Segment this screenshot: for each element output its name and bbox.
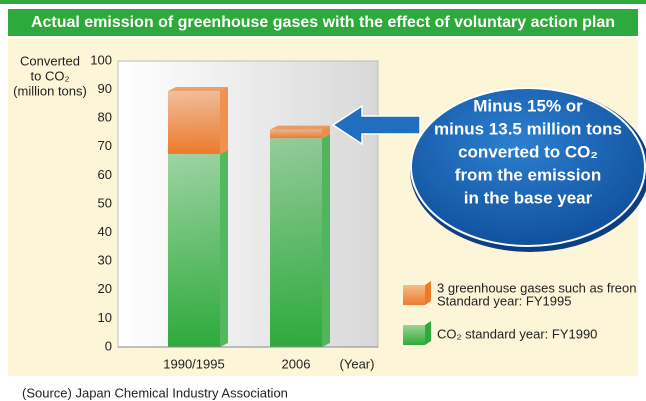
- legend-swatch: [403, 325, 425, 345]
- legend-label: 3 greenhouse gases such as freon: [437, 280, 636, 295]
- annotation: in the base year: [464, 188, 593, 207]
- y-tick-label: 70: [98, 138, 112, 153]
- legend-swatch: [403, 285, 425, 305]
- y-tick-label: 30: [98, 253, 112, 268]
- annotation: converted to CO₂: [458, 142, 598, 161]
- x-axis-label: (Year): [340, 356, 375, 371]
- bar-side: [322, 125, 330, 139]
- chart-title: Actual emission of greenhouse gases with…: [31, 14, 615, 31]
- bar-side: [322, 134, 330, 347]
- y-tick-label: 50: [98, 195, 112, 210]
- y-tick-label: 0: [105, 338, 112, 353]
- callout-arrow: [331, 104, 421, 146]
- y-axis-label: to CO₂: [31, 68, 70, 83]
- legend-swatch-side: [425, 281, 431, 305]
- bar: [270, 138, 322, 347]
- y-axis-label: Converted: [20, 53, 80, 68]
- y-axis-label: (million tons): [13, 83, 87, 98]
- y-tick-label: 20: [98, 281, 112, 296]
- legend-note: Standard year: FY1995: [437, 293, 571, 308]
- y-tick-label: 60: [98, 167, 112, 182]
- source: (Source) Japan Chemical Industry Associa…: [22, 385, 288, 400]
- legend-swatch-side: [425, 321, 431, 345]
- bar-top: [168, 87, 228, 92]
- callout: [410, 87, 646, 247]
- plot-area: [117, 60, 379, 348]
- legend-label: CO₂ standard year: FY1990: [437, 326, 597, 341]
- bar-side: [220, 87, 228, 154]
- x-tick-label: 2006: [282, 356, 311, 371]
- y-tick-label: 40: [98, 224, 112, 239]
- y-tick-label: 10: [98, 310, 112, 325]
- bar: [270, 129, 322, 139]
- annotation: from the emission: [455, 165, 601, 184]
- y-tick-label: 80: [98, 110, 112, 125]
- annotation: Minus 15% or: [473, 96, 583, 115]
- title-bar: [8, 9, 638, 36]
- bar-top: [270, 125, 330, 130]
- bar: [168, 153, 220, 347]
- bar-side: [220, 149, 228, 347]
- x-tick-label: 1990/1995: [163, 356, 224, 371]
- bar: [168, 91, 220, 154]
- top-strip: [0, 0, 646, 4]
- y-tick-label: 90: [98, 81, 112, 96]
- y-tick-label: 100: [90, 52, 112, 67]
- annotation: minus 13.5 million tons: [434, 119, 622, 138]
